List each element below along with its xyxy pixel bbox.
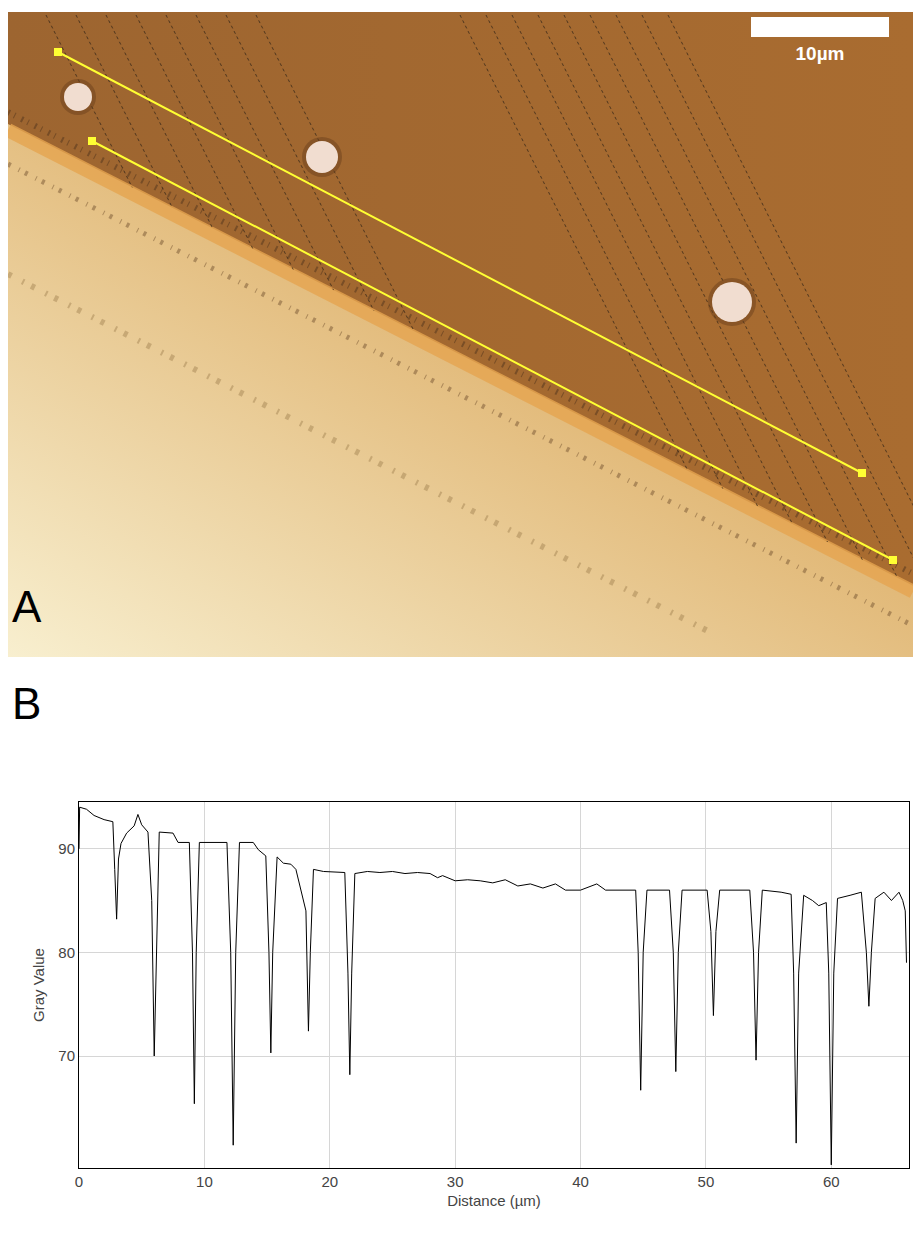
svg-text:10: 10 [196,1173,213,1190]
svg-text:10µm: 10µm [796,43,845,64]
svg-text:Distance (µm): Distance (µm) [447,1192,541,1209]
svg-text:30: 30 [447,1173,464,1190]
svg-text:50: 50 [698,1173,715,1190]
html-text:A: A [12,582,42,631]
svg-text:70: 70 [58,1047,75,1064]
svg-text:90: 90 [58,840,75,857]
html-text:B: B [12,679,42,728]
svg-text:Gray Value: Gray Value [30,948,47,1022]
svg-text:20: 20 [321,1173,338,1190]
svg-text:40: 40 [572,1173,589,1190]
svg-text:60: 60 [823,1173,840,1190]
svg-text:80: 80 [58,944,75,961]
svg-text:0: 0 [75,1173,83,1190]
